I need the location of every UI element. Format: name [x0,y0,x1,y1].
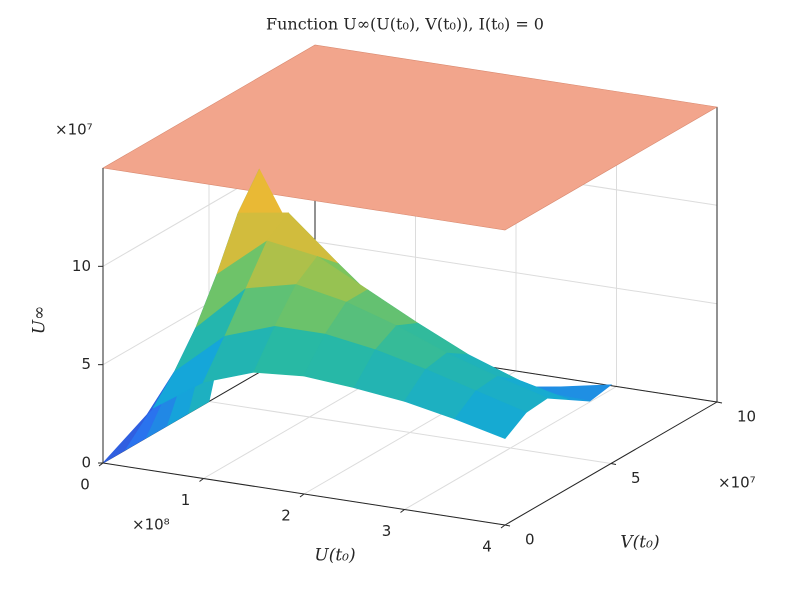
x-exponent: ×10⁸ [132,516,170,534]
z-tick-label: 10 [72,257,91,275]
y-tick-label: 5 [631,469,641,487]
x-tick-label: 1 [181,491,191,509]
x-tick-label: 0 [80,476,90,494]
tick-mark [199,478,204,482]
y-axis-label: V(t₀) [620,533,659,553]
surface-patch [454,390,527,439]
tick-mark [500,524,506,529]
tick-mark [299,493,305,498]
y-tick-label: 0 [525,531,535,549]
tick-mark [610,463,617,465]
x-axis-label: U(t₀) [314,546,355,566]
z-axis-label: U∞ [30,306,50,335]
y-tick-label: 10 [737,408,756,426]
chart-title: Function U∞(U(t₀), V(t₀)), I(t₀) = 0 [266,15,544,34]
x-tick-label: 4 [482,538,492,556]
tick-mark [400,509,405,513]
z-exponent: ×10⁷ [55,121,93,139]
x-tick-label: 3 [382,522,392,540]
tick-mark [504,524,511,527]
y-exponent: ×10⁷ [718,474,756,492]
x-tick-label: 2 [281,507,291,525]
z-tick-label: 0 [81,454,91,472]
tick-mark [716,401,723,404]
z-tick-label: 5 [81,355,91,373]
